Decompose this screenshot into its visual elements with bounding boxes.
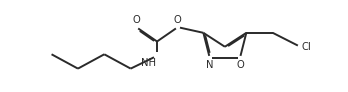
- Text: Cl: Cl: [302, 42, 311, 52]
- Text: NH: NH: [141, 58, 156, 68]
- Text: O: O: [174, 15, 182, 25]
- Text: N: N: [206, 60, 214, 70]
- Text: O: O: [133, 15, 140, 25]
- Text: O: O: [236, 60, 244, 70]
